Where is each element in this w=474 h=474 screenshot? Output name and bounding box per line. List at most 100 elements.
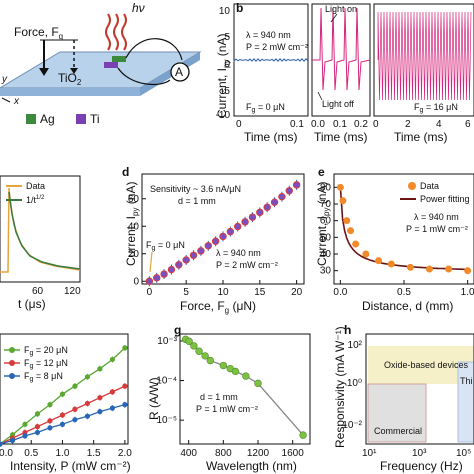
panel-f-data-point: [122, 383, 128, 389]
panel-c-xlabel: t (μs): [18, 297, 46, 311]
panel-e-ylabel-unit: (nA): [315, 182, 329, 208]
panel-g-ticks: 400 800 1200 1600 10⁻³ 10⁻⁴ 10⁻⁵: [156, 336, 304, 459]
panel-f-data-point: [84, 400, 91, 407]
panel-g-ytick: 10⁻⁵: [156, 415, 177, 426]
panel-f-data-point: [34, 429, 41, 436]
panel-g-xtick: 1200: [247, 448, 270, 459]
panel-b-light-off-pointer: [317, 91, 323, 101]
ammeter-label: A: [175, 65, 183, 79]
panel-d-data-point: [204, 242, 212, 250]
panel-b-power: P = 2 mW cm⁻²: [246, 42, 308, 52]
panel-b-xtick: 0: [373, 119, 379, 130]
panel-d-ytick: 40: [128, 221, 140, 232]
panel-b-light-off: Light off: [322, 99, 354, 109]
panel-h-region-thin: [457, 361, 474, 443]
panel-e-data-point: [336, 183, 344, 191]
panel-e-marks: [336, 183, 472, 275]
panel-f-axes: [0, 333, 129, 445]
panel-e-ytick: 60: [320, 216, 332, 227]
svg-text:Fg = 8 μN: Fg = 8 μN: [24, 371, 63, 383]
panel-letter-d: d: [122, 165, 129, 179]
panel-b-ylabel: Current, I: [215, 68, 229, 118]
panel-g-data-point: [190, 342, 198, 350]
panel-f-data-point: [47, 418, 53, 424]
panel-e-data-point: [425, 265, 433, 273]
panel-b-xlabel: Time (ms): [314, 130, 368, 144]
panel-h-region-commercial-label: Commercial: [374, 426, 422, 436]
panel-e-legend-fit: Power fitting: [420, 194, 470, 204]
panel-c-legend-fit-sup: 1/2: [36, 195, 45, 201]
panel-f-data-point: [122, 402, 128, 408]
panel-b-xtick: 0.1: [333, 119, 347, 130]
panel-g-data-point: [185, 337, 193, 346]
legend-ti-label: Ti: [90, 112, 100, 126]
panel-d-marks: [145, 179, 301, 287]
panel-b-ytick: -5: [221, 86, 230, 97]
panel-h-xtick: 10³: [412, 448, 427, 459]
panel-letter-g: g: [174, 323, 181, 337]
svg-text:Fg = 0 μN: Fg = 0 μN: [146, 240, 185, 252]
panel-d-xlabel: Force, F: [180, 299, 225, 313]
svg-text:Fg = 16 μN: Fg = 16 μN: [414, 102, 458, 114]
panel-d-ylabel: Current, I: [124, 216, 138, 266]
panel-d-data-point: [153, 274, 161, 282]
panel-d-data-point: [285, 187, 293, 195]
tio2-substrate-side: [0, 88, 140, 96]
panel-b-trace-pulsed: [312, 7, 371, 91]
svg-text:Current, Ipy (nA): Current, Ipy (nA): [215, 34, 231, 118]
panel-e-data-point: [352, 240, 360, 248]
panel-e-ylabel-sub: py: [322, 208, 331, 216]
panel-f-data-point: [22, 433, 28, 439]
panel-g-xtick: 1600: [282, 448, 305, 459]
panel-f-data-point: [72, 383, 78, 389]
legend-ag-swatch: [26, 114, 36, 124]
panel-d-distance: d = 1 mm: [178, 196, 216, 206]
panel-d-xtick: 0: [147, 287, 153, 298]
panel-c-xtick: 60: [32, 286, 44, 297]
panel-e-wavelength: λ = 940 nm: [414, 212, 459, 222]
panel-d-data-point: [226, 227, 235, 236]
light-wave-icon-3: [121, 13, 127, 51]
legend-ag-label: Ag: [40, 112, 55, 126]
panel-f-legend-sub: g: [30, 363, 34, 370]
panel-d-data-point: [248, 213, 257, 221]
panel-d-ylabel-unit: (nA): [124, 182, 138, 208]
panel-d-data-point: [189, 251, 198, 259]
panel-b-force-left-sub: g: [252, 107, 256, 114]
panel-f-legend: Fg = 20 μN Fg = 12 μN Fg = 8 μN: [4, 345, 68, 383]
panel-h-ytick: 10²: [348, 340, 363, 351]
panel-g-data-point: [219, 361, 228, 370]
panel-e-xtick: 0.0: [333, 287, 347, 298]
force-arrow-dashed-head: [70, 68, 78, 74]
panel-e-data-point: [445, 265, 453, 273]
panel-c-legend-data: Data: [26, 181, 45, 191]
panel-b-light-on-pointer: [330, 13, 338, 23]
panel-f-data-point: [34, 424, 41, 430]
light-wave-icon: [105, 13, 111, 51]
panel-d-xtick: 10: [217, 287, 229, 298]
panel-b-ytick: 5: [224, 32, 230, 43]
panel-g-distance: d = 1 mm: [200, 392, 238, 402]
panel-f-xtick: 0.0: [0, 448, 13, 459]
panel-f-legend-sub: g: [30, 350, 34, 357]
panel-b-trace-force: [377, 11, 472, 101]
panel-f-legend-sub: g: [30, 376, 34, 383]
panel-b-chart: b Current, Ipy (nA) 10 5 0 -5 -10 λ = 94…: [215, 1, 474, 144]
panel-d-data-point: [278, 192, 286, 201]
panel-g-xlabel: Wavelength (nm): [206, 459, 297, 473]
panel-g-ytick: 10⁻³: [157, 336, 177, 347]
panel-e-ylabel: Current, I: [315, 216, 329, 266]
ti-electrode: [104, 62, 118, 68]
panel-letter-e: e: [318, 165, 325, 179]
panel-f-legend-val-12: = 12 μN: [33, 358, 67, 368]
panel-d-ylabel-sub: py: [131, 208, 140, 216]
panel-e-xtick: 0.5: [397, 287, 411, 298]
axis-x-arrow: [1, 97, 11, 103]
panel-c-chart: Data 1/t1/2 60 120 t (μs): [0, 175, 81, 311]
panel-e-power: P = 1 mW cm⁻²: [406, 224, 468, 234]
circuit-wire: [117, 38, 183, 86]
panel-d-wavelength: λ = 940 nm: [216, 248, 261, 258]
panel-d-chart: d Current, Ipy (nA) 0 5 10 15 20 0 20 40 60 Sens…: [122, 165, 305, 315]
panel-g-power: P = 1 mW cm⁻²: [196, 404, 258, 414]
panel-e-ytick: 80: [320, 182, 332, 193]
